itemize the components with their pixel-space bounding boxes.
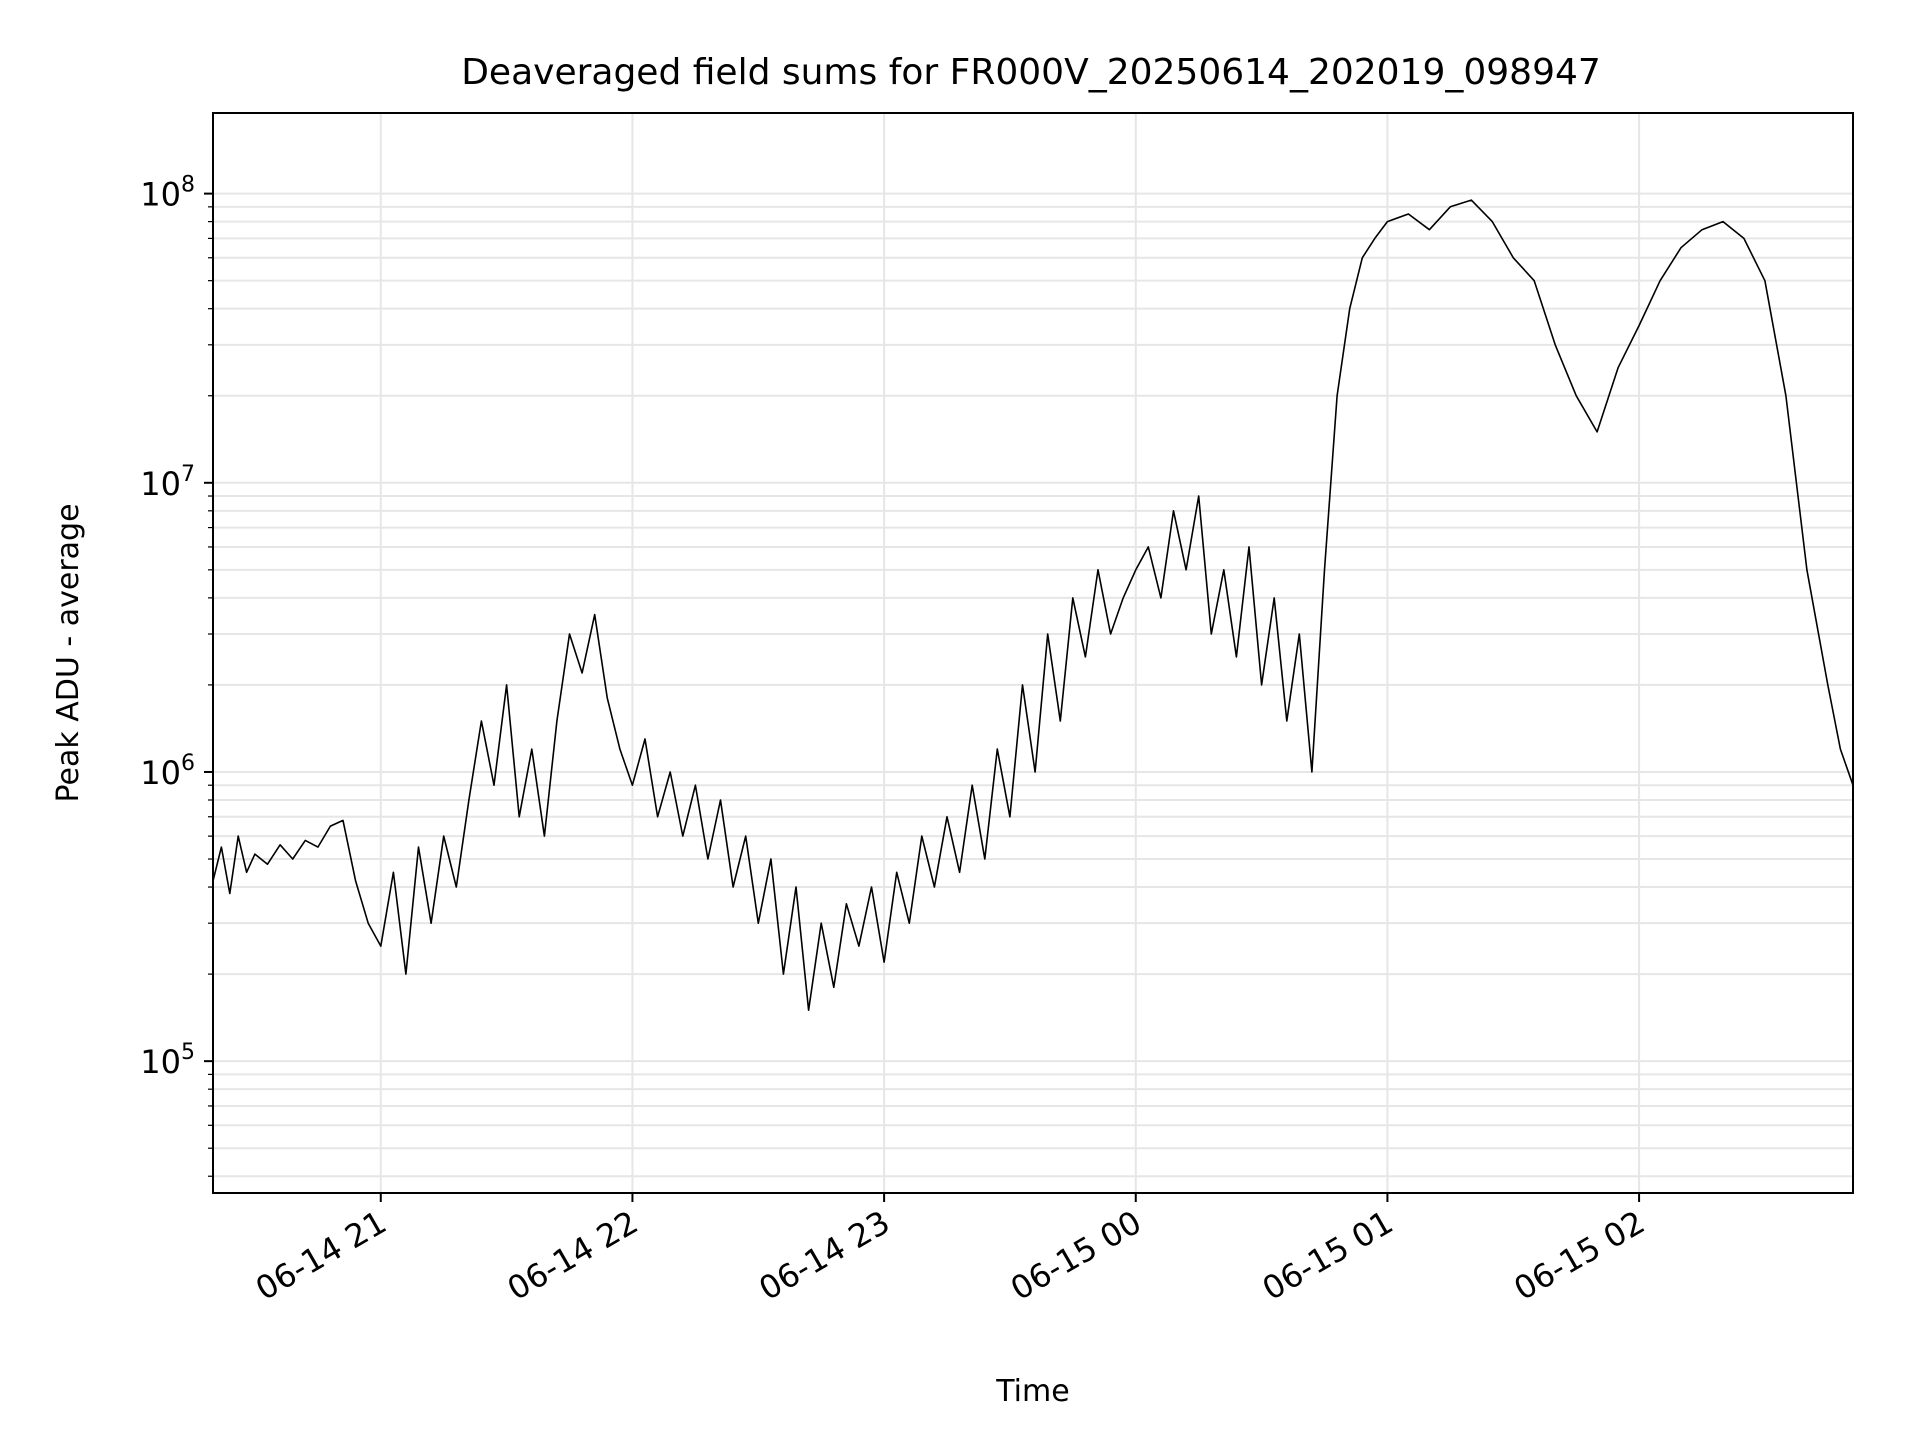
minor-grid xyxy=(213,205,1853,1178)
series-line xyxy=(212,199,1854,1012)
y-axis-label: Peak ADU - average xyxy=(51,503,86,802)
y-tick-label: 105 xyxy=(140,1040,195,1081)
y-tick-label: 108 xyxy=(140,173,195,214)
y-tick-label: 107 xyxy=(140,462,195,503)
series-path xyxy=(212,199,1854,1012)
y-axis: 105 106 107 108 xyxy=(140,173,213,1177)
plot-frame xyxy=(212,112,1854,1194)
x-axis-label: Time xyxy=(995,1374,1069,1409)
chart-title: Deaveraged field sums for FR000V_2025061… xyxy=(461,52,1601,93)
major-grid xyxy=(213,113,1853,1193)
y-tick-label: 106 xyxy=(140,751,195,792)
